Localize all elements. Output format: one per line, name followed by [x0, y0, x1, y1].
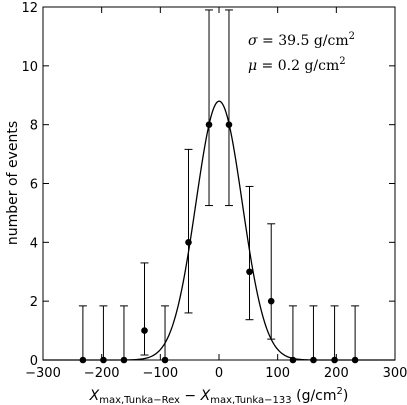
x-tick-label: −200 [84, 366, 120, 381]
data-point [205, 121, 213, 128]
sigma-annotation: σ = 39.5 g/cm2 [248, 31, 355, 49]
data-point [289, 356, 297, 364]
x-tick-label: 300 [383, 366, 407, 381]
y-tick-label: 0 [30, 354, 38, 369]
x-tick-label: 0 [215, 366, 223, 381]
data-point [185, 239, 192, 246]
y-tick-label: 10 [21, 60, 38, 75]
x-tick-label: 200 [324, 366, 349, 381]
y-tick-label: 8 [30, 119, 38, 134]
x-axis-label: Xmax,Tunka−Rex − Xmax,Tunka−133 (g/cm2) [89, 386, 349, 405]
mu-annotation: μ = 0.2 g/cm2 [248, 56, 346, 74]
x-tick-label: 100 [265, 366, 290, 381]
y-tick-label: 2 [30, 295, 38, 310]
data-point [331, 356, 338, 364]
data-point [351, 356, 359, 364]
y-axis-label: number of events [5, 121, 21, 245]
gaussian-fit-curve [43, 100, 395, 361]
data-points [79, 121, 359, 364]
data-point [79, 356, 87, 364]
data-point [120, 356, 128, 364]
y-tick-label: 6 [30, 178, 38, 193]
axis-ticks [42, 6, 396, 361]
data-point [310, 356, 317, 364]
y-tick-label: 4 [30, 236, 38, 251]
error-bars [78, 9, 360, 360]
data-point [161, 356, 169, 364]
y-tick-label: 12 [21, 1, 38, 16]
tick-labels: −300 −200 −100 0 100 200 300 0 2 4 6 8 10 12 [21, 1, 407, 381]
x-tick-label: −300 [25, 366, 61, 381]
data-point [246, 268, 253, 276]
x-tick-label: −100 [142, 366, 178, 381]
data-point [225, 121, 233, 128]
data-point [141, 327, 148, 334]
data-point [100, 356, 107, 364]
data-point [267, 297, 275, 305]
